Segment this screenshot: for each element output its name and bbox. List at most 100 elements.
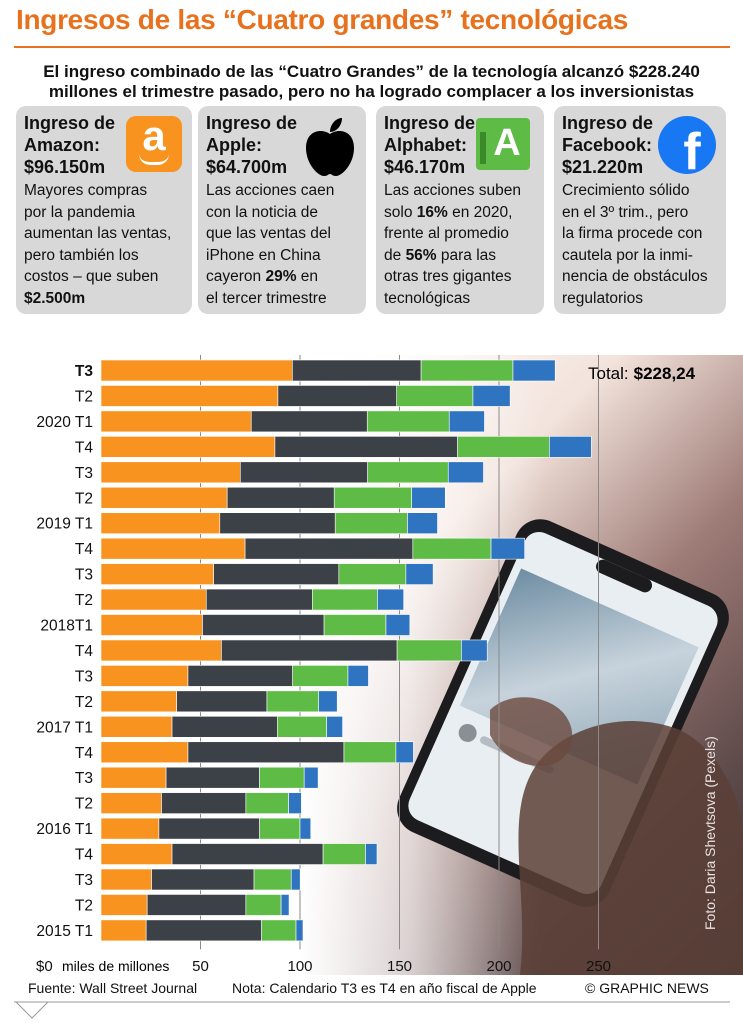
subtitle-line-2: millones el trimestre pasado, pero no ha… — [48, 82, 695, 101]
bar-alphabet-7 — [412, 537, 492, 560]
bar-facebook-17 — [288, 792, 302, 814]
total-value: $228,24 — [634, 364, 696, 383]
bar-amazon-6 — [100, 512, 221, 534]
bar-facebook-18 — [299, 817, 312, 840]
bar-facebook-22 — [295, 919, 304, 942]
bar-alphabet-2 — [366, 410, 450, 433]
category-label-8: T3 — [75, 567, 93, 584]
bar-amazon-20 — [100, 868, 152, 891]
category-label-0: T3 — [75, 363, 93, 380]
amazon-logo-icon: a — [126, 112, 182, 172]
bar-amazon-15 — [100, 741, 189, 764]
bar-apple-13 — [176, 690, 268, 713]
bar-amazon-13 — [100, 690, 177, 713]
category-label-15: T4 — [75, 745, 93, 762]
card-apple-body: Las acciones caen con la noticia de que … — [206, 182, 335, 307]
bar-amazon-14 — [100, 715, 173, 738]
bar-facebook-7 — [490, 537, 525, 560]
bar-facebook-3 — [549, 436, 592, 458]
bar-alphabet-20 — [253, 868, 292, 891]
bar-facebook-5 — [411, 486, 446, 509]
footer-rule — [14, 1001, 730, 1019]
card-alphabet-body: Las acciones suben solo 16% en 2020, fre… — [384, 182, 522, 307]
bar-apple-12 — [187, 665, 293, 687]
bar-apple-7 — [244, 537, 414, 560]
x-tick-label-100: 100 — [287, 958, 312, 975]
bar-alphabet-14 — [277, 715, 327, 738]
bar-apple-15 — [187, 741, 345, 764]
x-tick-label-50: 50 — [192, 958, 209, 975]
bar-alphabet-9 — [312, 588, 378, 611]
bar-alphabet-19 — [322, 843, 366, 865]
card-apple-h1: Ingreso de — [206, 113, 298, 133]
bar-facebook-1 — [472, 385, 511, 407]
x-tick-label-250: 250 — [586, 958, 611, 975]
bar-facebook-20 — [290, 868, 301, 891]
bar-amazon-21 — [100, 894, 148, 916]
bar-amazon-3 — [100, 436, 276, 458]
category-label-10: 2018T1 — [40, 618, 93, 635]
bar-amazon-2 — [100, 410, 252, 433]
bar-alphabet-4 — [367, 461, 449, 484]
category-label-9: T2 — [75, 592, 93, 609]
card-facebook-h1: Ingreso de — [562, 113, 654, 133]
bar-apple-18 — [158, 817, 260, 840]
title-rule — [14, 46, 730, 48]
card-facebook-h2: Facebook: — [562, 135, 653, 155]
bar-amazon-4 — [100, 461, 241, 484]
category-label-17: T2 — [75, 796, 93, 813]
bar-amazon-9 — [100, 588, 207, 611]
bar-alphabet-8 — [338, 563, 407, 585]
card-facebook-body: Crecimiento sólido en el 3º trim., pero … — [562, 182, 708, 307]
card-alphabet: Ingreso de Alphabet: $46.170m A Las acci… — [376, 106, 544, 314]
category-label-11: T4 — [75, 643, 93, 660]
card-apple-header: Ingreso de Apple: $64.700m — [206, 112, 297, 178]
card-facebook-h3: $21.220m — [562, 157, 644, 177]
bar-apple-1 — [277, 385, 398, 407]
card-amazon-h2: Amazon: — [24, 135, 100, 155]
category-label-3: T4 — [75, 439, 93, 456]
bar-apple-9 — [205, 588, 313, 611]
bar-alphabet-16 — [259, 766, 305, 789]
bar-apple-6 — [219, 512, 336, 534]
category-label-12: T3 — [75, 668, 93, 685]
category-label-16: T3 — [75, 770, 93, 787]
chart-x-ticks: $0 50 100 150 200 250 — [36, 958, 611, 975]
bar-alphabet-0 — [420, 359, 514, 382]
card-alphabet-h3: $46.170m — [384, 157, 466, 177]
bar-facebook-16 — [303, 766, 319, 789]
bar-apple-11 — [221, 639, 398, 662]
category-label-18: 2016 T1 — [36, 821, 93, 838]
bar-amazon-7 — [100, 537, 246, 560]
x-tick-label-150: 150 — [387, 958, 412, 975]
bar-alphabet-17 — [245, 792, 289, 814]
category-label-14: 2017 T1 — [36, 719, 93, 736]
bar-apple-14 — [171, 715, 278, 738]
bar-alphabet-10 — [323, 614, 387, 636]
bar-apple-5 — [226, 486, 335, 509]
card-alphabet-h1: Ingreso de — [384, 113, 476, 133]
apple-logo-icon — [306, 118, 354, 176]
bar-apple-20 — [151, 868, 255, 891]
bar-amazon-18 — [100, 817, 160, 840]
bar-alphabet-22 — [261, 919, 297, 942]
bar-facebook-19 — [365, 843, 378, 865]
bar-facebook-2 — [448, 410, 485, 433]
bar-amazon-10 — [100, 614, 203, 636]
bar-apple-0 — [292, 359, 422, 382]
category-label-2: 2020 T1 — [36, 414, 93, 431]
card-apple: Ingreso de Apple: $64.700m Las acciones … — [198, 106, 366, 314]
card-amazon-h3: $96.150m — [24, 157, 106, 177]
page-title: Ingresos de las “Cuatro grandes” tecnoló… — [16, 4, 629, 35]
category-label-22: 2015 T1 — [36, 923, 93, 940]
card-amazon-h1: Ingreso de — [24, 113, 116, 133]
bar-apple-3 — [274, 436, 458, 458]
card-amazon: Ingreso de Amazon: $96.150m a Mayores co… — [16, 106, 192, 314]
card-amazon-header: Ingreso de Amazon: $96.150m — [24, 112, 115, 178]
category-label-7: T4 — [75, 541, 93, 558]
card-facebook-header: Ingreso de Facebook: $21.220m — [562, 112, 653, 178]
x-tick-label-0: $0 — [36, 958, 53, 975]
bar-apple-22 — [145, 919, 262, 942]
bar-facebook-8 — [405, 563, 434, 585]
footer-source: Fuente: Wall Street Journal — [28, 980, 198, 996]
